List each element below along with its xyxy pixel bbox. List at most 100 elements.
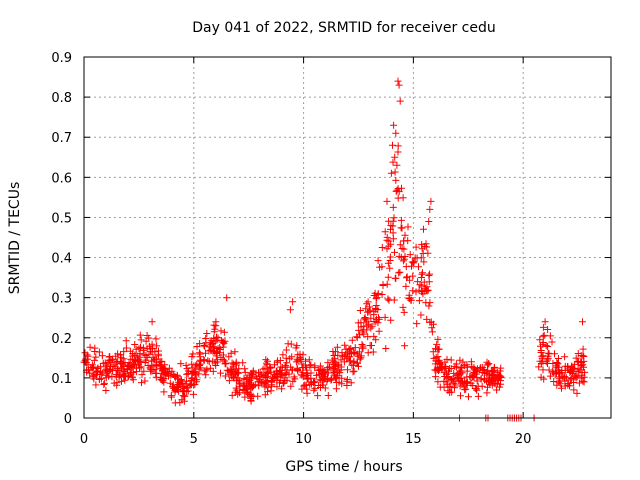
y-tick-label: 0.8 — [51, 91, 72, 106]
chart-title: Day 041 of 2022, SRMTID for receiver ced… — [192, 20, 495, 36]
data-point — [463, 367, 471, 375]
data-point — [94, 365, 102, 372]
data-point — [313, 371, 321, 379]
data-point — [391, 248, 398, 256]
data-point — [421, 243, 429, 250]
data-point — [489, 370, 496, 378]
data-point — [261, 372, 269, 379]
data-point — [138, 379, 145, 387]
data-point — [232, 371, 240, 378]
data-point — [387, 240, 395, 248]
data-point — [574, 350, 582, 357]
data-point — [179, 392, 187, 400]
data-point — [146, 364, 154, 372]
data-point — [419, 290, 427, 298]
data-point — [184, 387, 192, 395]
data-point — [428, 324, 436, 332]
data-point — [362, 305, 370, 313]
data-point — [91, 344, 99, 352]
data-point — [105, 372, 113, 380]
data-point — [329, 367, 337, 375]
data-point — [100, 381, 108, 388]
data-point — [457, 374, 465, 382]
data-point — [393, 161, 401, 169]
y-tick-label: 0.1 — [51, 372, 72, 387]
data-point — [558, 384, 565, 392]
data-point — [370, 318, 378, 325]
data-point — [152, 335, 160, 343]
data-point — [556, 377, 564, 385]
data-point — [493, 386, 501, 394]
data-point — [396, 97, 404, 105]
data-point — [114, 350, 122, 358]
data-point — [155, 352, 162, 360]
data-point — [354, 319, 362, 327]
data-point — [570, 386, 578, 394]
data-point — [391, 153, 399, 161]
data-point — [401, 231, 409, 239]
data-point — [445, 367, 452, 375]
data-point — [186, 382, 194, 390]
data-point — [456, 356, 464, 364]
y-tick-labels: 0 0.1 0.2 0.3 0.4 0.5 0.6 0.7 0.8 0.9 — [51, 51, 72, 427]
y-tick-label: 0.3 — [51, 292, 72, 307]
data-point — [467, 379, 475, 387]
data-point — [301, 381, 309, 389]
data-point — [379, 282, 387, 289]
data-point — [272, 367, 280, 375]
data-point — [210, 343, 218, 351]
data-point — [254, 378, 262, 386]
data-point — [130, 361, 138, 369]
data-point — [384, 273, 392, 281]
data-point — [387, 169, 395, 177]
data-point — [120, 372, 128, 380]
data-point — [548, 338, 556, 346]
data-point — [333, 343, 341, 351]
data-point — [116, 371, 124, 379]
data-point — [579, 377, 587, 385]
data-point — [419, 250, 427, 257]
data-point — [180, 392, 188, 400]
data-point — [486, 378, 494, 386]
data-point — [433, 340, 441, 348]
data-point — [145, 334, 153, 342]
data-point — [383, 236, 391, 244]
data-point — [222, 372, 230, 380]
y-tick-label: 0 — [64, 412, 72, 427]
data-point — [192, 378, 200, 386]
data-point — [372, 305, 380, 312]
data-point — [231, 348, 239, 356]
data-point — [562, 374, 570, 382]
data-point — [266, 363, 274, 371]
data-point — [97, 370, 105, 378]
data-point — [394, 77, 402, 85]
data-point — [172, 385, 180, 393]
data-point — [303, 389, 311, 397]
data-point — [356, 355, 364, 363]
data-point — [138, 371, 146, 379]
data-point — [355, 348, 363, 356]
data-point — [414, 278, 422, 286]
data-point — [435, 345, 443, 353]
data-point — [316, 362, 324, 370]
data-point — [376, 263, 384, 271]
data-point — [317, 384, 324, 391]
data-point — [206, 339, 214, 347]
data-point — [383, 245, 391, 253]
data-point — [310, 386, 318, 394]
data-point — [444, 373, 452, 381]
x-tick-labels: 0 5 10 15 20 — [80, 432, 532, 447]
data-point — [142, 352, 150, 359]
data-point — [550, 378, 558, 385]
data-point — [326, 363, 333, 371]
data-point — [169, 381, 177, 389]
data-point — [279, 351, 287, 359]
data-point — [546, 372, 554, 380]
data-point — [425, 302, 433, 310]
data-point — [536, 336, 544, 344]
data-point — [311, 384, 319, 392]
data-point — [183, 370, 191, 378]
data-point — [318, 366, 326, 373]
data-point — [273, 383, 281, 391]
data-point — [536, 357, 544, 365]
